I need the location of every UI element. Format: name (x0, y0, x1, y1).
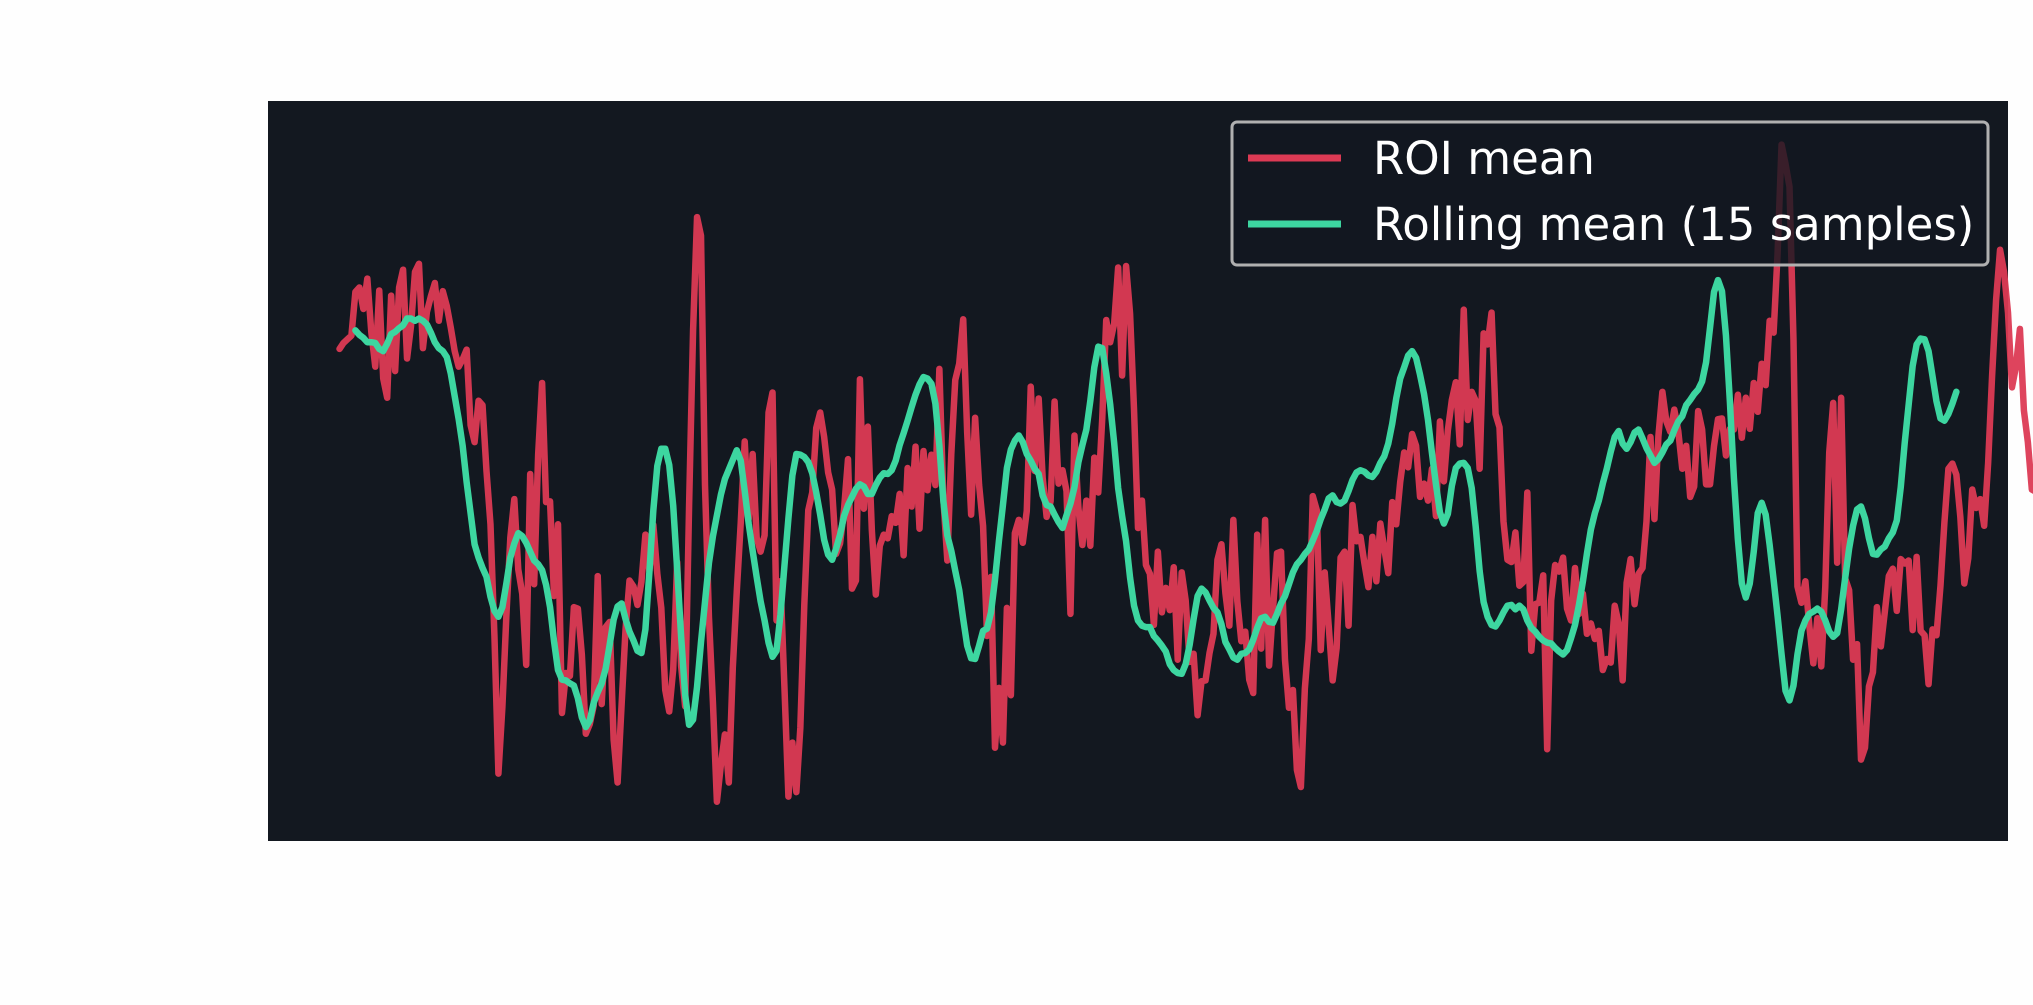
legend-label-roi-mean: ROI mean (1373, 132, 1595, 185)
series-layer (336, 141, 2033, 806)
legend-label-rolling-mean: Rolling mean (15 samples) (1373, 198, 1974, 251)
series-line-rolling (352, 276, 1960, 731)
legend-box (1230, 120, 1990, 267)
legend: ROI mean Rolling mean (15 samples) (1230, 120, 1990, 267)
